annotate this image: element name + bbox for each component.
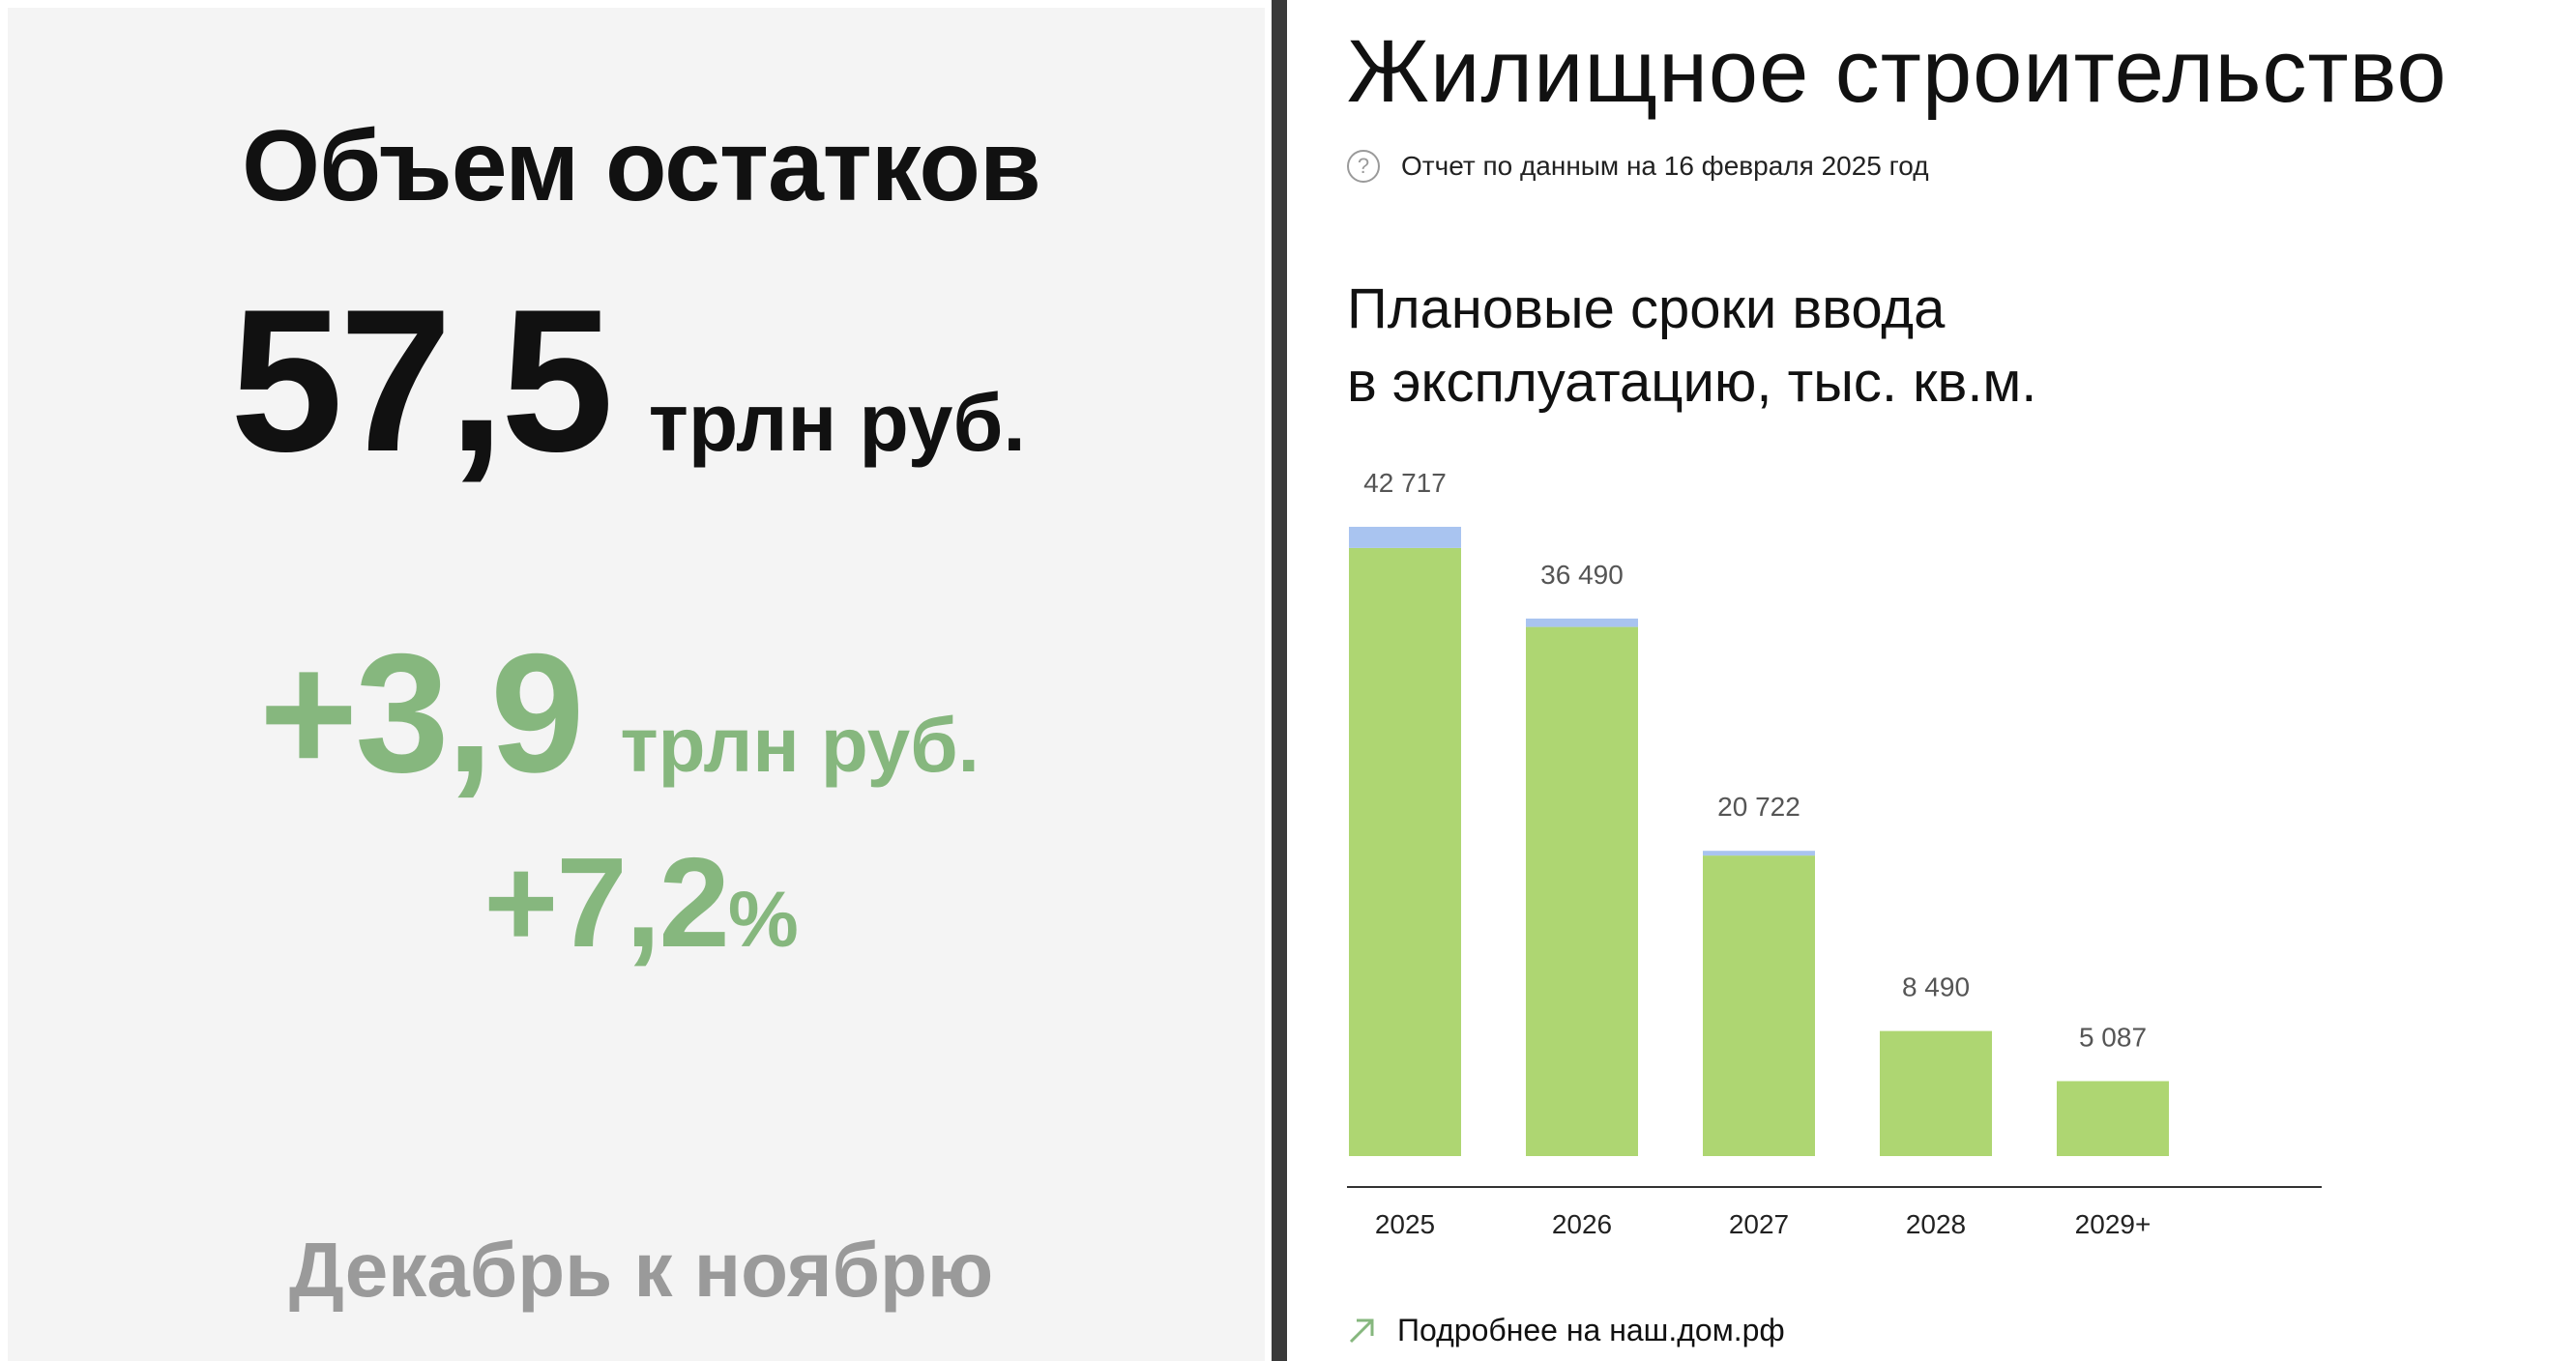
panel-divider [1272, 0, 1287, 1361]
x-tick-label-2026: 2026 [1552, 1209, 1612, 1239]
summary-title: Объем остатков [242, 110, 1041, 222]
delta-percent-number: +7,2 [483, 831, 730, 973]
bar-2025-segment-2 [1349, 527, 1461, 548]
balance-delta-unit: трлн руб. [620, 702, 980, 788]
commissioning-bar-chart: 42 717 2025 36 490 2026 20 722 2027 8 490 2028 5… [1347, 468, 2322, 1239]
question-circle-icon[interactable]: ? [1347, 150, 1380, 183]
report-date-row: ? Отчет по данным на 16 февраля 2025 год [1347, 147, 1929, 186]
delta-percent-sign: % [727, 876, 799, 964]
x-tick-label-2028: 2028 [1906, 1209, 1966, 1239]
balance-delta-row: +3,9 трлн руб. [259, 617, 980, 811]
balance-value: 57,5 [230, 267, 614, 494]
more-link[interactable]: Подробнее на наш.дом.рф [1397, 1313, 1785, 1347]
bar-2026-segment-2 [1526, 618, 1638, 627]
balance-value-row: 57,5 трлн руб. [230, 264, 1026, 498]
balance-delta-percent: +7,2% [8, 829, 1274, 975]
bar-2027-segment-2 [1703, 851, 1815, 856]
more-link-row[interactable]: Подробнее на наш.дом.рф [1347, 1313, 1785, 1348]
housing-title: Жилищное строительство [1347, 22, 2447, 121]
data-label-2028: 8 490 [1902, 972, 1970, 1002]
data-label-2027: 20 722 [1717, 792, 1800, 822]
report-date: Отчет по данным на 16 февраля 2025 год [1401, 151, 1929, 181]
x-tick-label-2029+: 2029+ [2075, 1209, 2152, 1239]
data-label-2029+: 5 087 [2079, 1022, 2147, 1052]
summary-panel: Объем остатков 57,5 трлн руб. +3,9 трлн ру… [8, 8, 1265, 1361]
balance-unit: трлн руб. [648, 377, 1026, 468]
x-tick-label-2025: 2025 [1375, 1209, 1435, 1239]
bar-2029+-segment-1 [2057, 1081, 2169, 1156]
bar-2027-segment-1 [1703, 855, 1815, 1156]
chart-title: Плановые сроки ввода в эксплуатацию, тыс… [1347, 273, 2036, 420]
bar-2028-segment-1 [1880, 1030, 1992, 1156]
chart-title-line-2: в эксплуатацию, тыс. кв.м. [1347, 351, 2037, 414]
bar-2026-segment-1 [1526, 626, 1638, 1156]
bar-2025-segment-1 [1349, 547, 1461, 1156]
x-tick-label-2027: 2027 [1729, 1209, 1789, 1239]
data-label-2025: 42 717 [1363, 468, 1447, 498]
comparison-period: Декабрь к ноябрю [288, 1227, 994, 1313]
housing-panel: Жилищное строительство ? Отчет по данным… [1287, 0, 2576, 1361]
data-label-2026: 36 490 [1540, 560, 1624, 590]
arrow-up-right-icon [1349, 1318, 1374, 1343]
balance-delta-value: +3,9 [259, 620, 584, 808]
chart-title-line-1: Плановые сроки ввода [1347, 277, 1946, 340]
